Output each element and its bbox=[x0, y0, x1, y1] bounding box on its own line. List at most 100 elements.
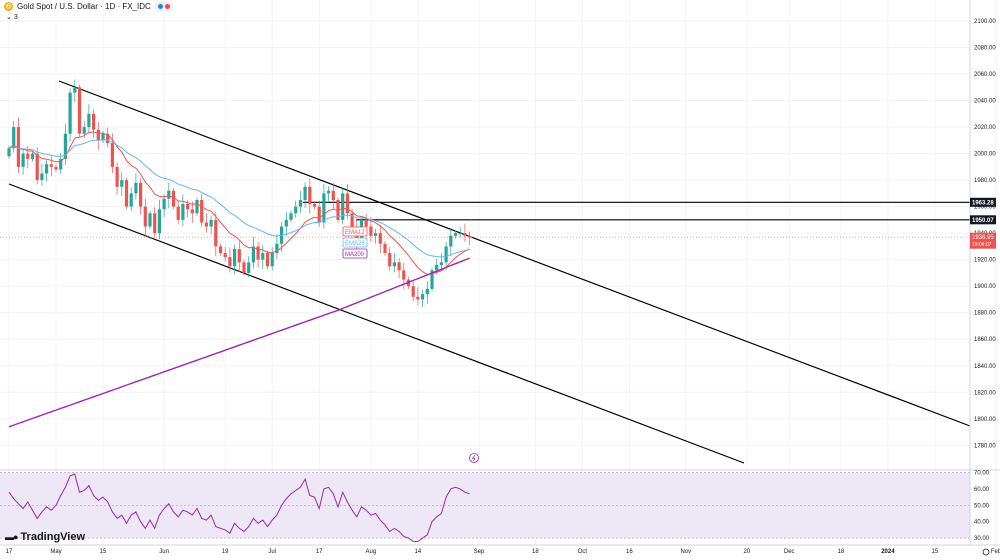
candle[interactable] bbox=[430, 267, 434, 292]
candle[interactable] bbox=[331, 182, 335, 210]
candle[interactable] bbox=[251, 236, 255, 269]
candle[interactable] bbox=[449, 227, 453, 256]
candle[interactable] bbox=[416, 287, 420, 306]
trendline-lower[interactable] bbox=[8, 183, 745, 464]
candle[interactable] bbox=[139, 178, 143, 215]
candle[interactable] bbox=[336, 197, 340, 223]
indicator-label[interactable]: EMA12 bbox=[342, 226, 368, 237]
candle[interactable] bbox=[392, 252, 396, 273]
candle[interactable] bbox=[40, 163, 44, 187]
symbol-title[interactable]: Gold Spot / U.S. Dollar · 1D · FX_IDC bbox=[17, 2, 151, 11]
candle[interactable] bbox=[30, 150, 35, 162]
candle[interactable] bbox=[49, 156, 53, 177]
candle[interactable] bbox=[345, 183, 349, 220]
candle[interactable] bbox=[148, 210, 152, 230]
market-status-pill[interactable] bbox=[154, 2, 173, 11]
candle[interactable] bbox=[214, 212, 218, 256]
candle-body bbox=[7, 148, 11, 157]
candle[interactable] bbox=[190, 201, 194, 223]
candle[interactable] bbox=[134, 173, 138, 200]
settings-gear-icon[interactable] bbox=[982, 548, 990, 556]
candle[interactable] bbox=[45, 159, 49, 182]
rsi-pane[interactable] bbox=[0, 469, 1000, 542]
candle[interactable] bbox=[181, 194, 185, 226]
candle[interactable] bbox=[261, 245, 265, 270]
candle[interactable] bbox=[308, 178, 312, 214]
candle[interactable] bbox=[303, 182, 307, 208]
candle[interactable] bbox=[275, 234, 279, 260]
candle[interactable] bbox=[256, 242, 260, 268]
candle[interactable] bbox=[378, 225, 382, 254]
alert-icon[interactable] bbox=[469, 453, 479, 463]
candle[interactable] bbox=[468, 231, 472, 245]
candle[interactable] bbox=[209, 215, 213, 235]
candle[interactable] bbox=[129, 187, 133, 212]
candle[interactable] bbox=[200, 193, 204, 227]
candle[interactable] bbox=[383, 241, 387, 256]
candle[interactable] bbox=[54, 164, 58, 173]
candle[interactable] bbox=[421, 289, 425, 308]
candle[interactable] bbox=[106, 127, 110, 148]
candle[interactable] bbox=[322, 183, 326, 229]
chevron-down-icon: ⌄ bbox=[6, 14, 12, 21]
candle[interactable] bbox=[120, 172, 124, 197]
candle[interactable] bbox=[453, 230, 458, 239]
candle[interactable] bbox=[458, 227, 462, 238]
candle[interactable] bbox=[374, 228, 378, 244]
candle[interactable] bbox=[270, 246, 274, 271]
candle[interactable] bbox=[92, 109, 96, 138]
candle[interactable] bbox=[162, 194, 166, 218]
candle[interactable] bbox=[223, 246, 227, 262]
candle[interactable] bbox=[341, 187, 345, 225]
candle[interactable] bbox=[77, 84, 82, 137]
candle[interactable] bbox=[68, 88, 72, 142]
price-pane[interactable]: EMA12 EMA26 MA200 bbox=[0, 79, 971, 464]
candle[interactable] bbox=[237, 241, 241, 272]
candle[interactable] bbox=[298, 190, 302, 213]
candle[interactable] bbox=[63, 124, 67, 166]
candle[interactable] bbox=[143, 198, 147, 237]
candle[interactable] bbox=[284, 212, 288, 237]
candle[interactable] bbox=[195, 197, 199, 216]
candle[interactable] bbox=[157, 199, 161, 240]
candle-body bbox=[388, 253, 392, 267]
candle[interactable] bbox=[176, 200, 180, 225]
candle[interactable] bbox=[397, 257, 401, 279]
candle[interactable] bbox=[153, 207, 157, 238]
candle-body bbox=[284, 219, 288, 227]
candle[interactable] bbox=[35, 147, 39, 185]
candle[interactable] bbox=[96, 121, 100, 150]
candle[interactable] bbox=[247, 256, 251, 278]
candle[interactable] bbox=[21, 149, 25, 175]
candle[interactable] bbox=[265, 250, 270, 269]
tradingview-logo[interactable]: ▬● TradingView bbox=[5, 531, 85, 543]
candle[interactable] bbox=[204, 213, 208, 233]
candle-body bbox=[336, 200, 340, 220]
candle-body bbox=[350, 213, 354, 227]
indicator-label[interactable]: EMA26 bbox=[342, 237, 368, 248]
trendline-upper[interactable] bbox=[58, 80, 971, 427]
candle[interactable] bbox=[327, 186, 331, 202]
candle[interactable] bbox=[115, 162, 119, 195]
candle[interactable] bbox=[124, 177, 129, 210]
candle[interactable] bbox=[289, 210, 293, 223]
candle[interactable] bbox=[171, 188, 176, 210]
candle[interactable] bbox=[439, 252, 443, 272]
candle[interactable] bbox=[218, 243, 223, 256]
candle[interactable] bbox=[312, 201, 317, 210]
candle[interactable] bbox=[411, 280, 415, 302]
candle[interactable] bbox=[294, 200, 298, 218]
candle[interactable] bbox=[233, 244, 237, 275]
candle[interactable] bbox=[425, 281, 429, 304]
indicator-label[interactable]: MA200 bbox=[342, 248, 368, 259]
candle[interactable] bbox=[87, 104, 91, 134]
candle[interactable] bbox=[73, 79, 77, 103]
candle[interactable] bbox=[388, 246, 392, 271]
candle[interactable] bbox=[228, 247, 232, 273]
candle[interactable] bbox=[463, 223, 467, 242]
candle[interactable] bbox=[16, 117, 20, 173]
candle[interactable] bbox=[242, 259, 246, 276]
indicators-collapse-toggle[interactable]: ⌄ 3 bbox=[6, 13, 18, 21]
candle[interactable] bbox=[12, 120, 16, 153]
